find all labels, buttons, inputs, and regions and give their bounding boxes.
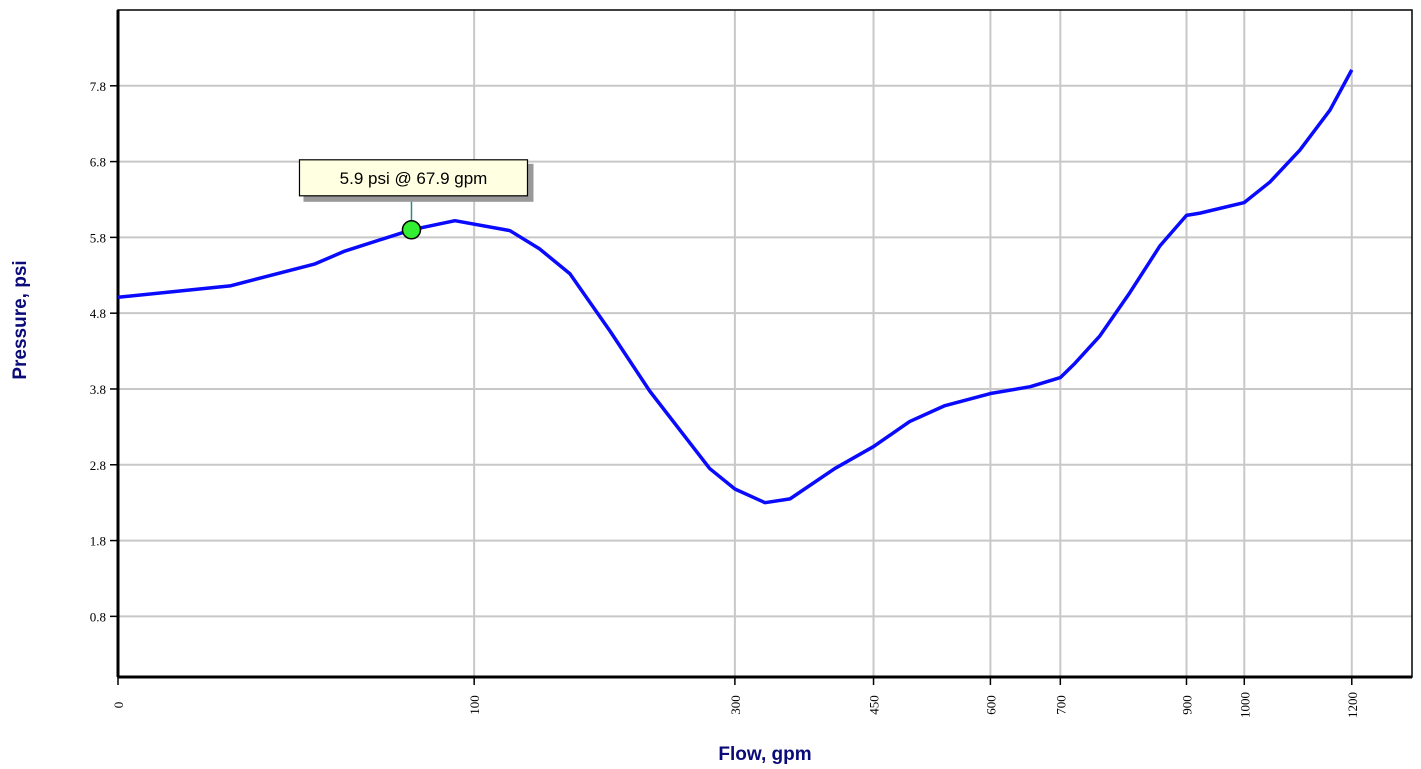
y-tick-label: 2.8 — [90, 458, 106, 473]
x-tick-label: 300 — [728, 695, 743, 715]
annotation-box — [298, 159, 529, 197]
line-series — [117, 69, 1354, 505]
x-tick-label: 700 — [1053, 695, 1068, 715]
x-tick-label: 1200 — [1345, 692, 1360, 718]
x-axis-label: Flow, gpm — [718, 744, 811, 765]
y-tick-label: 6.8 — [90, 155, 106, 170]
annotation-point — [401, 220, 422, 240]
annotation-text: 5.9 psi @ 67.9 gpm — [340, 169, 488, 188]
y-tick-label: 5.8 — [90, 230, 106, 245]
x-tick-label: 1000 — [1237, 692, 1252, 718]
y-tick-label: 4.8 — [90, 306, 106, 321]
x-tick-label: 0 — [111, 702, 126, 709]
y-tick-label: 1.8 — [90, 534, 106, 549]
x-tick-label: 600 — [983, 695, 998, 715]
y-tick-label: 3.8 — [90, 382, 106, 397]
x-tick-label: 100 — [467, 695, 482, 715]
y-tick-label: 7.8 — [90, 79, 106, 94]
y-axis-label: Pressure, psi — [10, 260, 31, 379]
y-tick-label: 0.8 — [90, 609, 106, 624]
plot-frame — [117, 9, 1413, 678]
x-tick-label: 900 — [1179, 695, 1194, 715]
x-tick-label: 450 — [867, 695, 882, 715]
